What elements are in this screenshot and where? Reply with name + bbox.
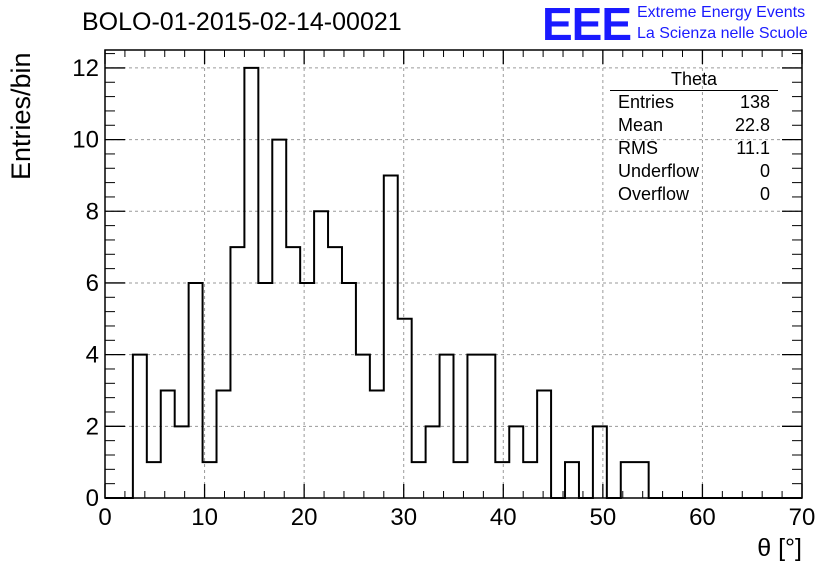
- stat-label: Entries: [618, 92, 675, 112]
- histogram-bin: [300, 283, 314, 498]
- stats-title: Theta: [610, 68, 778, 91]
- stat-label: RMS: [618, 138, 658, 158]
- histogram-bin: [133, 355, 147, 498]
- histogram-bin: [328, 247, 342, 498]
- plot-frame: [104, 49, 803, 499]
- x-axis-label: θ [°]: [757, 534, 802, 562]
- histogram-bin: [286, 247, 300, 498]
- y-tick-label: 4: [86, 342, 99, 369]
- stat-value: 0: [759, 184, 770, 204]
- histogram-bin: [189, 283, 203, 498]
- stats-row: Underflow 0: [610, 160, 778, 183]
- histogram-bin: [454, 462, 468, 498]
- x-tick-label: 60: [689, 504, 716, 531]
- x-tick-label: 70: [789, 504, 816, 531]
- histogram-bin: [175, 426, 189, 498]
- histogram-bin: [537, 390, 551, 498]
- histogram-bin: [161, 390, 175, 498]
- histogram-bin: [635, 462, 649, 498]
- chart-title: BOLO-01-2015-02-14-00021: [82, 8, 402, 36]
- stats-box: Theta Entries 138 Mean 22.8 RMS 11.1 Und…: [610, 68, 778, 206]
- histogram-bin: [593, 426, 607, 498]
- y-tick-label: 12: [72, 55, 99, 82]
- histogram-bin: [217, 390, 231, 498]
- x-tick-label: 50: [590, 504, 617, 531]
- histogram-bin: [384, 175, 398, 498]
- histogram-bin: [509, 426, 523, 498]
- histogram-series: [105, 66, 802, 499]
- histogram-bin: [272, 140, 286, 498]
- y-tick-label: 0: [86, 485, 99, 512]
- histogram-outline: [105, 66, 802, 499]
- histogram-bin: [426, 426, 440, 498]
- stats-row: Overflow 0: [610, 183, 778, 206]
- x-tick-label: 0: [98, 504, 111, 531]
- stats-row: RMS 11.1: [610, 137, 778, 160]
- stat-value: 22.8: [734, 115, 770, 135]
- logo-line-2: La Scienza nelle Scuole: [637, 25, 808, 42]
- histogram-bin: [565, 462, 579, 498]
- y-tick-label: 8: [86, 198, 99, 225]
- stats-row: Mean 22.8: [610, 114, 778, 137]
- stat-value: 138: [739, 92, 770, 112]
- stat-label: Underflow: [618, 161, 700, 181]
- x-tick-label: 10: [191, 504, 218, 531]
- histogram-bin: [258, 283, 272, 498]
- stat-label: Overflow: [618, 184, 690, 204]
- histogram-bin: [342, 283, 356, 498]
- histogram-bin: [523, 462, 537, 498]
- stat-value: 11.1: [736, 138, 770, 158]
- stats-row: Entries 138: [610, 91, 778, 114]
- eee-logo-mark: EEE: [542, 0, 632, 50]
- histogram-bin: [398, 319, 412, 498]
- axis-ticks: 0 10 20 30 40 50 60 70 0 2 4 6 8 10 12: [72, 50, 815, 531]
- x-tick-label: 30: [390, 504, 417, 531]
- x-tick-label: 40: [490, 504, 517, 531]
- y-axis-label: Entries/bin: [6, 52, 36, 180]
- histogram-bin: [147, 462, 161, 498]
- y-tick-label: 6: [86, 270, 99, 297]
- histogram-bin: [230, 247, 244, 498]
- y-tick-label: 2: [86, 413, 99, 440]
- x-tick-label: 20: [291, 504, 318, 531]
- stat-label: Mean: [618, 115, 664, 135]
- histogram-bin: [370, 390, 384, 498]
- logo-line-1: Extreme Energy Events: [637, 4, 806, 21]
- stat-value: 0: [759, 161, 770, 181]
- y-tick-label: 10: [72, 127, 99, 154]
- histogram-bin: [495, 462, 509, 498]
